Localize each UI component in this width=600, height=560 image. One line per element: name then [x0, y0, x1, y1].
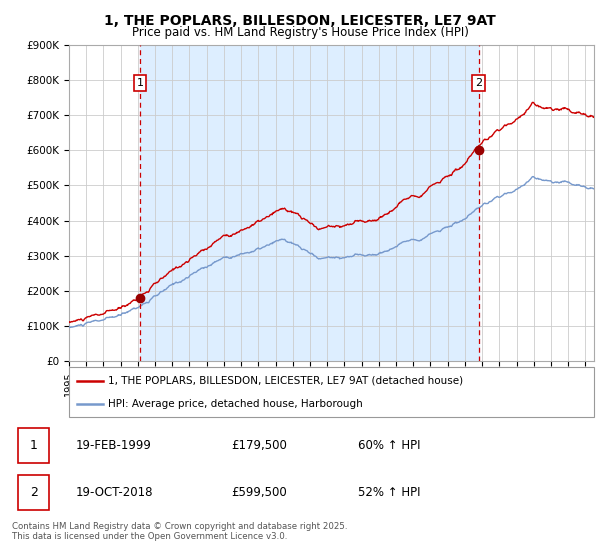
- Text: 52% ↑ HPI: 52% ↑ HPI: [358, 486, 420, 498]
- Text: £179,500: £179,500: [231, 440, 287, 452]
- Text: 2: 2: [475, 78, 482, 88]
- Text: HPI: Average price, detached house, Harborough: HPI: Average price, detached house, Harb…: [109, 399, 363, 409]
- Text: 1, THE POPLARS, BILLESDON, LEICESTER, LE7 9AT (detached house): 1, THE POPLARS, BILLESDON, LEICESTER, LE…: [109, 376, 464, 386]
- Text: 1, THE POPLARS, BILLESDON, LEICESTER, LE7 9AT: 1, THE POPLARS, BILLESDON, LEICESTER, LE…: [104, 14, 496, 28]
- Bar: [18, 474, 49, 510]
- Bar: [140, 45, 479, 361]
- Text: 19-OCT-2018: 19-OCT-2018: [76, 486, 153, 498]
- Text: 60% ↑ HPI: 60% ↑ HPI: [358, 440, 420, 452]
- Text: 2: 2: [29, 486, 38, 498]
- Text: Contains HM Land Registry data © Crown copyright and database right 2025.
This d: Contains HM Land Registry data © Crown c…: [12, 522, 347, 542]
- Text: 19-FEB-1999: 19-FEB-1999: [76, 440, 151, 452]
- Text: 1: 1: [29, 440, 38, 452]
- Text: Price paid vs. HM Land Registry's House Price Index (HPI): Price paid vs. HM Land Registry's House …: [131, 26, 469, 39]
- Text: 1: 1: [137, 78, 143, 88]
- Text: £599,500: £599,500: [231, 486, 287, 498]
- Bar: [18, 428, 49, 464]
